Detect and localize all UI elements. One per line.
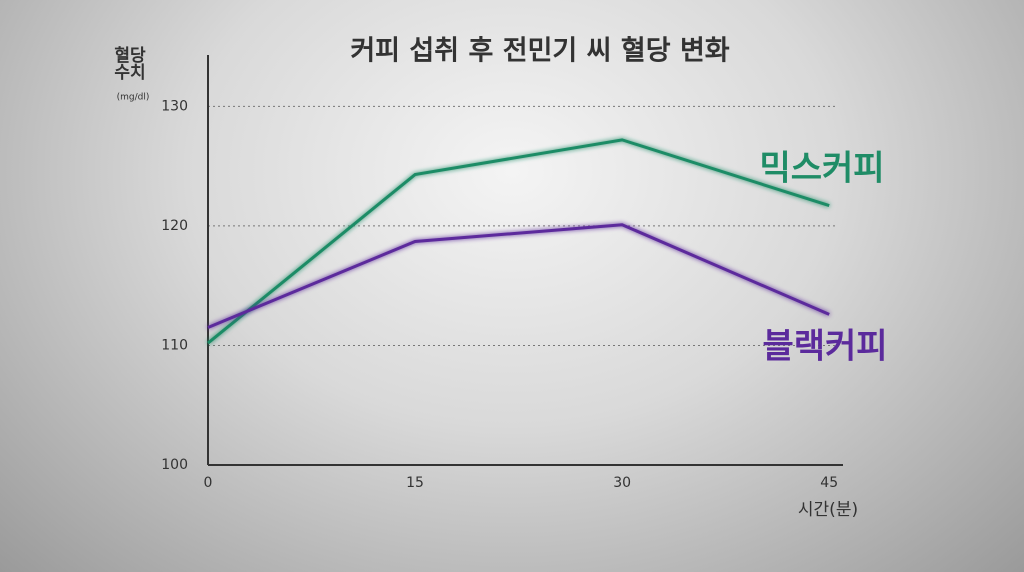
- x-tick-label: 30: [613, 475, 631, 491]
- chart-title: 커피 섭취 후 전민기 씨 혈당 변화: [350, 36, 729, 67]
- series-label: 블랙커피: [762, 327, 887, 367]
- series-line: [207, 138, 830, 345]
- y-axis-title: 혈당 수치: [114, 46, 146, 83]
- y-tick-label: 100: [161, 457, 188, 473]
- x-tick-label: 45: [820, 475, 838, 491]
- y-unit: (mg/dl): [117, 93, 150, 103]
- x-axis-title: 시간(분): [798, 500, 858, 520]
- y-tick-label: 110: [161, 337, 188, 353]
- series-line: [207, 223, 830, 329]
- x-tick-label: 15: [406, 475, 424, 491]
- x-tick-label: 0: [204, 475, 213, 491]
- y-tick-label: 130: [161, 98, 188, 114]
- y-tick-label: 120: [161, 218, 188, 234]
- series-label: 믹스커피: [759, 149, 884, 189]
